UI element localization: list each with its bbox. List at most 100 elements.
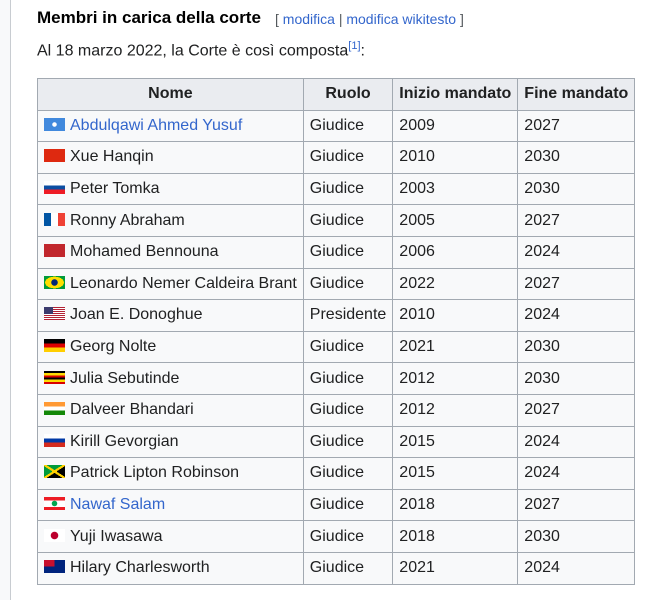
table-row: Julia Sebutinde Giudice 2012 2030 — [37, 362, 636, 395]
cell-fine: 2024 — [517, 299, 636, 332]
jamaica-flag-icon — [44, 465, 65, 479]
cell-nome: Peter Tomka — [37, 172, 304, 206]
cell-nome: Kirill Gevorgian — [37, 425, 304, 459]
header-ruolo: Ruolo — [302, 78, 394, 111]
judge-name: Patrick Lipton Robinson — [70, 464, 239, 482]
table-row: Mohamed Bennouna Giudice 2006 2024 — [37, 235, 636, 269]
cell-ruolo: Giudice — [302, 235, 394, 269]
uganda-flag-icon — [44, 370, 65, 384]
cell-fine: 2027 — [517, 109, 636, 143]
cell-fine: 2030 — [517, 520, 636, 553]
cell-ruolo: Giudice — [302, 362, 394, 395]
australia-flag-icon — [44, 560, 65, 574]
cell-nome: Ronny Abraham — [37, 204, 304, 237]
cell-ruolo: Giudice — [302, 109, 394, 143]
cell-nome: Xue Hanqin — [37, 141, 304, 174]
cell-ruolo: Giudice — [302, 393, 394, 427]
cell-inizio: 2018 — [392, 520, 519, 553]
table-row: Xue Hanqin Giudice 2010 2030 — [37, 141, 636, 174]
cell-inizio: 2022 — [392, 267, 519, 301]
edit-links: [ modifica | modifica wikitesto ] — [275, 11, 464, 27]
russia-flag-icon — [44, 433, 65, 447]
cell-fine: 2030 — [517, 172, 636, 206]
bracket-open: [ — [275, 11, 279, 27]
table-row: Abdulqawi Ahmed Yusuf Giudice 2009 2027 — [37, 109, 636, 143]
cell-fine: 2027 — [517, 488, 636, 522]
cell-inizio: 2015 — [392, 425, 519, 459]
left-rail — [0, 0, 11, 600]
cell-fine: 2027 — [517, 393, 636, 427]
cell-inizio: 2010 — [392, 141, 519, 174]
judge-name: Julia Sebutinde — [70, 369, 180, 387]
cell-ruolo: Giudice — [302, 330, 394, 364]
cell-ruolo: Presidente — [302, 299, 394, 332]
header-inizio: Inizio mandato — [392, 78, 519, 111]
cell-fine: 2027 — [517, 204, 636, 237]
cell-nome: Mohamed Bennouna — [37, 235, 304, 269]
usa-flag-icon — [44, 307, 65, 321]
table-header: Nome Ruolo Inizio mandato Fine mandato — [37, 78, 636, 111]
separator: | — [338, 11, 343, 27]
judge-name: Yuji Iwasawa — [70, 527, 163, 545]
cell-nome: Georg Nolte — [37, 330, 304, 364]
judge-name: Mohamed Bennouna — [70, 243, 219, 261]
cell-fine: 2024 — [517, 457, 636, 490]
intro-body: Al 18 marzo 2022, la Corte è così compos… — [37, 42, 349, 60]
cell-nome: Abdulqawi Ahmed Yusuf — [37, 109, 304, 143]
judge-name: Dalveer Bhandari — [70, 401, 194, 419]
judge-name: Joan E. Donoghue — [70, 306, 203, 324]
cell-nome: Nawaf Salam — [37, 488, 304, 522]
cell-fine: 2024 — [517, 551, 636, 585]
table-row: Peter Tomka Giudice 2003 2030 — [37, 172, 636, 206]
table-row: Joan E. Donoghue Presidente 2010 2024 — [37, 299, 636, 332]
slovakia-flag-icon — [44, 181, 65, 195]
judge-name: Peter Tomka — [70, 180, 160, 198]
cell-ruolo: Giudice — [302, 204, 394, 237]
cell-ruolo: Giudice — [302, 520, 394, 553]
cell-ruolo: Giudice — [302, 425, 394, 459]
judge-name: Hilary Charlesworth — [70, 559, 210, 577]
cell-inizio: 2009 — [392, 109, 519, 143]
table-row: Nawaf Salam Giudice 2018 2027 — [37, 488, 636, 522]
reference-link[interactable]: [1] — [348, 40, 361, 52]
cell-ruolo: Giudice — [302, 267, 394, 301]
lebanon-flag-icon — [44, 497, 65, 511]
cell-inizio: 2005 — [392, 204, 519, 237]
cell-nome: Leonardo Nemer Caldeira Brant — [37, 267, 304, 301]
cell-inizio: 2018 — [392, 488, 519, 522]
judges-table: Nome Ruolo Inizio mandato Fine mandato A… — [37, 78, 636, 585]
table-row: Kirill Gevorgian Giudice 2015 2024 — [37, 425, 636, 459]
table-row: Hilary Charlesworth Giudice 2021 2024 — [37, 551, 636, 585]
cell-fine: 2024 — [517, 425, 636, 459]
table-row: Dalveer Bhandari Giudice 2012 2027 — [37, 393, 636, 427]
judge-name[interactable]: Nawaf Salam — [70, 496, 166, 514]
japan-flag-icon — [44, 528, 65, 542]
header-fine: Fine mandato — [517, 78, 636, 111]
cell-inizio: 2015 — [392, 457, 519, 490]
cell-nome: Hilary Charlesworth — [37, 551, 304, 585]
table-row: Patrick Lipton Robinson Giudice 2015 202… — [37, 457, 636, 490]
cell-fine: 2030 — [517, 362, 636, 395]
france-flag-icon — [44, 212, 65, 226]
table-row: Georg Nolte Giudice 2021 2030 — [37, 330, 636, 364]
brazil-flag-icon — [44, 275, 65, 289]
cell-fine: 2030 — [517, 141, 636, 174]
judge-name: Xue Hanqin — [70, 148, 154, 166]
cell-nome: Joan E. Donoghue — [37, 299, 304, 332]
cell-nome: Patrick Lipton Robinson — [37, 457, 304, 490]
cell-inizio: 2012 — [392, 393, 519, 427]
table-row: Yuji Iwasawa Giudice 2018 2030 — [37, 520, 636, 553]
cell-fine: 2027 — [517, 267, 636, 301]
cell-nome: Dalveer Bhandari — [37, 393, 304, 427]
table-row: Leonardo Nemer Caldeira Brant Giudice 20… — [37, 267, 636, 301]
edit-source-link[interactable]: modifica wikitesto — [346, 11, 457, 27]
india-flag-icon — [44, 402, 65, 416]
cell-inizio: 2003 — [392, 172, 519, 206]
edit-link[interactable]: modifica — [282, 11, 335, 27]
cell-inizio: 2021 — [392, 330, 519, 364]
cell-ruolo: Giudice — [302, 457, 394, 490]
cell-inizio: 2021 — [392, 551, 519, 585]
morocco-flag-icon — [44, 244, 65, 258]
judge-name[interactable]: Abdulqawi Ahmed Yusuf — [70, 116, 243, 134]
somalia-flag-icon — [44, 117, 65, 131]
